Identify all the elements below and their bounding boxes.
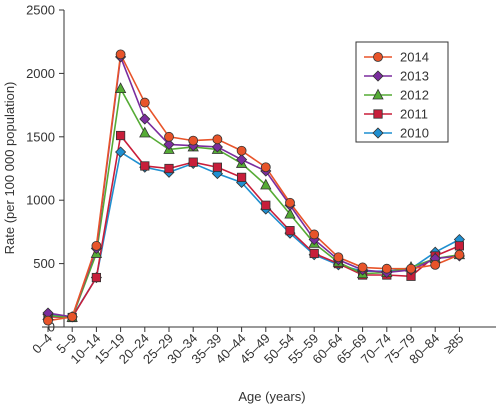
legend: 2014 2013 2012 2011 2010 (355, 41, 449, 143)
legend-marker-2014 (373, 52, 383, 62)
data-point-2014 (406, 263, 416, 274)
data-point-2012 (139, 126, 151, 138)
y-tick-label: 2000 (26, 66, 55, 81)
data-point-2014 (43, 315, 53, 326)
legend-marker-2011 (373, 109, 383, 119)
legend-label-2011: 2011 (400, 107, 428, 122)
legend-label-2014: 2014 (400, 50, 429, 65)
data-point-2014 (454, 249, 465, 260)
data-point-2012 (284, 207, 296, 219)
y-tick-label: 1500 (26, 129, 55, 144)
legend-marker-2013 (372, 70, 384, 82)
data-point-2013 (236, 154, 248, 166)
legend-label-2010: 2010 (400, 126, 429, 141)
data-point-2013 (211, 141, 223, 153)
data-point-2014 (115, 49, 126, 60)
data-point-2011 (236, 172, 247, 182)
data-point-2014 (139, 97, 150, 108)
data-point-2014 (333, 252, 344, 263)
data-point-2014 (260, 162, 271, 173)
data-point-2014 (285, 197, 295, 208)
data-point-2014 (67, 311, 78, 322)
data-point-2011 (140, 161, 150, 171)
y-tick-label: 2500 (26, 3, 55, 18)
y-tick-label: 500 (33, 256, 55, 271)
data-point-2014 (236, 145, 247, 156)
data-point-2011 (261, 200, 271, 210)
legend-marker-2010 (372, 127, 384, 139)
series-markers (42, 49, 466, 326)
series-line-2010 (47, 150, 460, 318)
data-point-2014 (164, 131, 174, 142)
data-point-2011 (116, 130, 126, 141)
legend-marker-2012 (372, 88, 384, 100)
x-tick-label: ≥85 (441, 331, 467, 357)
data-point-2011 (91, 272, 101, 283)
data-point-2012 (260, 178, 272, 190)
data-point-2014 (212, 134, 223, 145)
data-point-2011 (285, 226, 295, 236)
legend-box (355, 41, 449, 143)
data-point-2014 (309, 229, 320, 240)
data-point-2014 (381, 263, 392, 274)
legend-label-2013: 2013 (400, 69, 429, 84)
data-point-2014 (91, 240, 102, 251)
data-point-2014 (188, 135, 199, 146)
data-point-2011 (188, 157, 198, 167)
data-point-2011 (212, 162, 222, 172)
data-point-2010 (115, 146, 127, 158)
data-point-2014 (430, 259, 441, 270)
data-point-2014 (357, 262, 368, 273)
data-point-2013 (163, 138, 175, 150)
x-axis-title: Age (years) (238, 389, 305, 404)
legend-label-2012: 2012 (400, 88, 429, 103)
y-tick-label: 1000 (26, 193, 55, 208)
data-point-2012 (114, 82, 127, 94)
data-point-2011 (309, 248, 319, 259)
data-point-2013 (139, 113, 151, 125)
x-axis: 0–45–910–1415–1920–2425–2930–3435–3940–4… (29, 326, 496, 367)
data-point-2011 (164, 163, 174, 174)
y-axis-title: Rate (per 100 000 population) (2, 82, 17, 255)
